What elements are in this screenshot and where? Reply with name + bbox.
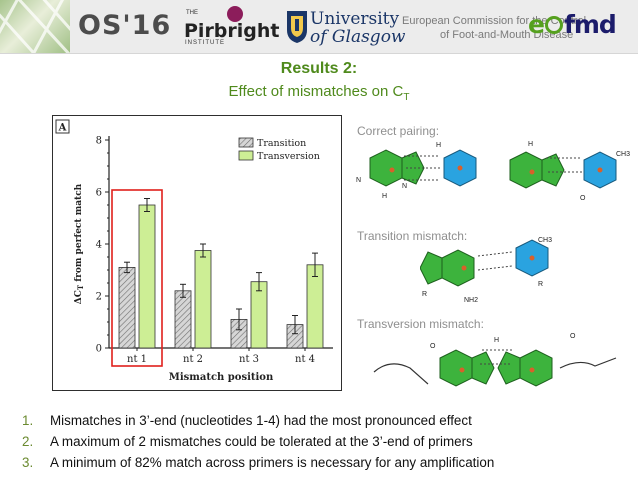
bar-chart-svg: A 0 2 4 6 8 ΔCT from perfect match nt 1 nt 2 nt … [55,119,333,383]
y-tick-label: 8 [96,136,102,147]
pirbright-emblem-icon [227,6,243,22]
commission-line1: European Commission for the Control [402,15,587,27]
pirbright-institute: INSTITUTE [185,40,225,46]
bar-transition-nt2 [174,290,192,349]
x-tick-label: nt 1 [127,354,147,365]
glasgow-shield-icon [287,11,307,43]
commission-line2: of Foot-and-Mouth Disease [440,29,574,41]
svg-text:NH2: NH2 [464,297,478,304]
eufmd-emblem-icon [544,16,563,34]
legend-label-transition: Transition [257,138,306,149]
gc-pair: H N H N [356,142,477,200]
svg-text:R: R [422,291,427,298]
slide-title: Results 2: [280,60,358,77]
list-item: 1. Mismatches in 3’-end (nucleotides 1-4)… [22,413,472,428]
y-tick-label: 0 [96,344,102,355]
decorative-stripes [0,0,70,53]
svg-text:H: H [436,142,441,149]
x-tick-label: nt 3 [239,354,259,365]
panel-label: A [58,123,67,134]
svg-text:CH3: CH3 [538,237,552,244]
correct-pairing-label: Correct pairing: [357,124,440,138]
pirbright-the: THE [186,10,198,16]
bar-chart: A 0 2 4 6 8 ΔCT from perfect match nt 1 nt 2 nt … [52,115,342,391]
bar-transversion-nt3 [250,281,268,349]
bar-transition-nt1 [118,266,136,349]
slide-subtitle: Effect of mismatches on CT [228,83,410,103]
list-item: 3. A minimum of 82% match across primers … [22,455,495,470]
svg-text:N: N [402,183,407,190]
svg-text:H: H [382,193,387,200]
panel-label-box [55,119,70,134]
findings-list: 1. Mismatches in 3’-end (nucleotides 1-4)… [22,410,634,473]
y-tick-label: 2 [96,292,102,303]
bar-transversion-nt2 [194,250,212,349]
conference-logo: OS'16 [78,10,172,41]
svg-text:N: N [356,177,361,184]
header-banner: OS'16 THE Pirbright INSTITUTE University… [0,0,638,54]
legend-swatch-transversion [238,150,254,161]
svg-text:H: H [528,141,533,148]
eufmd-logo: e fmd [528,10,617,39]
list-item: 2. A maximum of 2 mismatches could be tol… [22,434,473,449]
svg-text:O: O [580,195,586,202]
y-axis-label: ΔCT from perfect match [74,183,85,304]
y-tick-label: 4 [96,240,102,251]
svg-text:R: R [538,281,543,288]
x-axis-label: Mismatch position [169,372,274,383]
correct-pairing-diagram: H N H N H CH3 O [356,141,630,202]
legend-swatch-transition [238,137,254,148]
svg-text:CH3: CH3 [616,151,630,158]
x-tick-label: nt 4 [295,354,315,365]
svg-text:H: H [494,337,499,344]
highlight-box [111,189,163,367]
at-pair: H CH3 O [509,141,630,202]
pirbright-name: Pirbright [184,20,280,42]
bar-transversion-nt1 [138,204,156,349]
svg-text:O: O [430,343,436,350]
bar-transversion-nt4 [306,264,324,349]
transversion-mismatch-diagram: H O O [373,333,617,387]
glasgow-line2: of Glasgow [310,27,406,47]
y-tick-label: 6 [96,188,102,199]
svg-text:O: O [570,333,576,340]
transition-mismatch-label: Transition mismatch: [357,229,468,243]
x-tick-label: nt 2 [183,354,203,365]
transversion-mismatch-label: Transversion mismatch: [357,317,484,331]
transition-mismatch-diagram: CH3 R R NH2 [420,237,552,304]
legend-label-transversion: Transversion [257,151,320,162]
glasgow-line1: University [310,9,400,29]
